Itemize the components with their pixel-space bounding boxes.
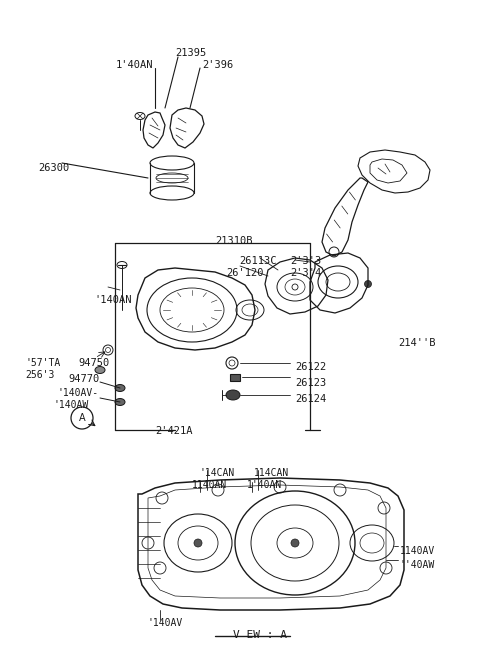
Text: 26300: 26300	[38, 163, 69, 173]
Ellipse shape	[95, 367, 105, 373]
Text: '140AV-: '140AV-	[58, 388, 99, 398]
Text: 2'396: 2'396	[202, 60, 233, 70]
Ellipse shape	[226, 390, 240, 400]
Text: 1'40AN: 1'40AN	[247, 480, 282, 490]
Bar	[230, 374, 240, 381]
Text: V EW : A: V EW : A	[233, 630, 287, 640]
Circle shape	[291, 539, 299, 547]
Circle shape	[364, 281, 372, 288]
Text: 1'40AN: 1'40AN	[116, 60, 154, 70]
Text: 26'120: 26'120	[226, 268, 264, 278]
Circle shape	[194, 539, 202, 547]
Text: 2'3'3: 2'3'3	[290, 256, 321, 266]
Text: 2'421A: 2'421A	[155, 426, 192, 436]
Text: 26122: 26122	[295, 362, 326, 372]
Text: 94750: 94750	[78, 358, 109, 368]
Text: 94770: 94770	[68, 374, 99, 384]
Text: 26113C: 26113C	[239, 256, 276, 266]
Text: 1140AV: 1140AV	[400, 546, 435, 556]
Text: 2'3'4: 2'3'4	[290, 268, 321, 278]
Text: '57'TA: '57'TA	[25, 358, 60, 368]
Text: A: A	[79, 413, 85, 423]
Text: 114CAN: 114CAN	[254, 468, 289, 478]
Ellipse shape	[115, 399, 125, 405]
Text: '14CAN: '14CAN	[200, 468, 235, 478]
Text: 1140AN: 1140AN	[192, 480, 227, 490]
Text: ''40AW: ''40AW	[400, 560, 435, 570]
Text: 256'3: 256'3	[25, 370, 54, 380]
Text: 21395: 21395	[175, 48, 206, 58]
Text: 26123: 26123	[295, 378, 326, 388]
Text: '140AN: '140AN	[94, 295, 132, 305]
Text: 26124: 26124	[295, 394, 326, 404]
Text: '140AV: '140AV	[148, 618, 183, 628]
Text: '140AW: '140AW	[54, 400, 89, 410]
Text: 214''B: 214''B	[398, 338, 435, 348]
Text: 21310B: 21310B	[215, 236, 252, 246]
Ellipse shape	[115, 384, 125, 392]
